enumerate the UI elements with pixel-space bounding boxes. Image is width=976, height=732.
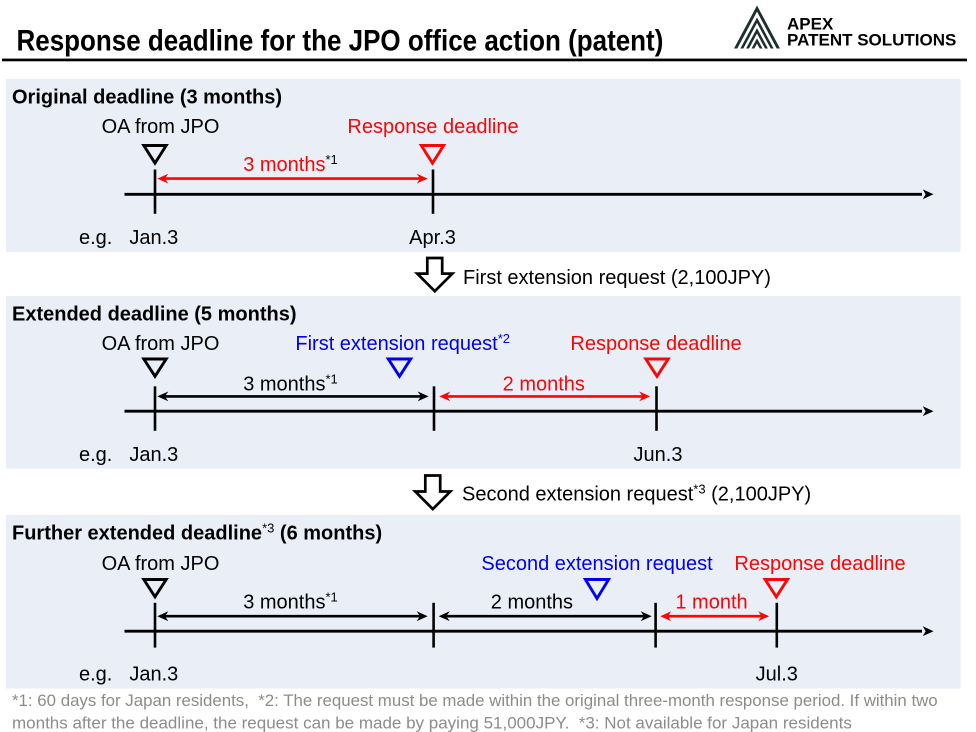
- svg-text:First extension request*2: First extension request*2: [295, 331, 510, 355]
- svg-text:Response deadline: Response deadline: [570, 333, 741, 355]
- svg-text:OA from JPO: OA from JPO: [102, 116, 220, 138]
- svg-text:Response deadline: Response deadline: [734, 553, 905, 575]
- svg-text:*1: 60 days for Japan resident: *1: 60 days for Japan residents, *2: The…: [12, 691, 938, 710]
- svg-text:e.g.: e.g.: [79, 663, 112, 685]
- svg-text:First extension request (2,100: First extension request (2,100JPY): [463, 267, 771, 289]
- svg-text:Extended deadline (5 months): Extended deadline (5 months): [12, 303, 296, 325]
- svg-text:Further extended deadline*3 (6: Further extended deadline*3 (6 months): [12, 520, 382, 544]
- svg-text:Response deadline for the JPO: Response deadline for the JPO office act…: [17, 24, 664, 57]
- svg-text:3 months*1: 3 months*1: [243, 152, 338, 176]
- svg-text:3 months*1: 3 months*1: [243, 590, 338, 614]
- svg-text:Jul.3: Jul.3: [756, 663, 798, 685]
- svg-text:2 months: 2 months: [491, 592, 573, 614]
- svg-text:e.g.: e.g.: [79, 444, 112, 466]
- svg-text:Response deadline: Response deadline: [347, 116, 518, 138]
- svg-text:Second extension request: Second extension request: [481, 553, 713, 575]
- svg-text:APEX: APEX: [787, 15, 834, 34]
- svg-text:Second extension request*3 (2,: Second extension request*3 (2,100JPY): [462, 482, 811, 506]
- svg-text:Jan.3: Jan.3: [129, 444, 178, 466]
- svg-text:OA from JPO: OA from JPO: [102, 553, 220, 575]
- svg-text:PATENT SOLUTIONS: PATENT SOLUTIONS: [787, 30, 956, 49]
- svg-text:OA from JPO: OA from JPO: [102, 333, 220, 355]
- svg-text:Jan.3: Jan.3: [129, 227, 178, 249]
- svg-text:months after the deadline, the: months after the deadline, the request c…: [12, 713, 852, 732]
- svg-text:2 months: 2 months: [503, 374, 585, 396]
- svg-text:e.g.: e.g.: [79, 227, 112, 249]
- svg-text:3 months*1: 3 months*1: [243, 372, 338, 396]
- svg-text:Original deadline (3 months): Original deadline (3 months): [12, 87, 282, 109]
- svg-text:1 month: 1 month: [675, 592, 747, 614]
- svg-text:Apr.3: Apr.3: [409, 227, 456, 249]
- svg-text:Jun.3: Jun.3: [634, 444, 683, 466]
- svg-text:Jan.3: Jan.3: [129, 663, 178, 685]
